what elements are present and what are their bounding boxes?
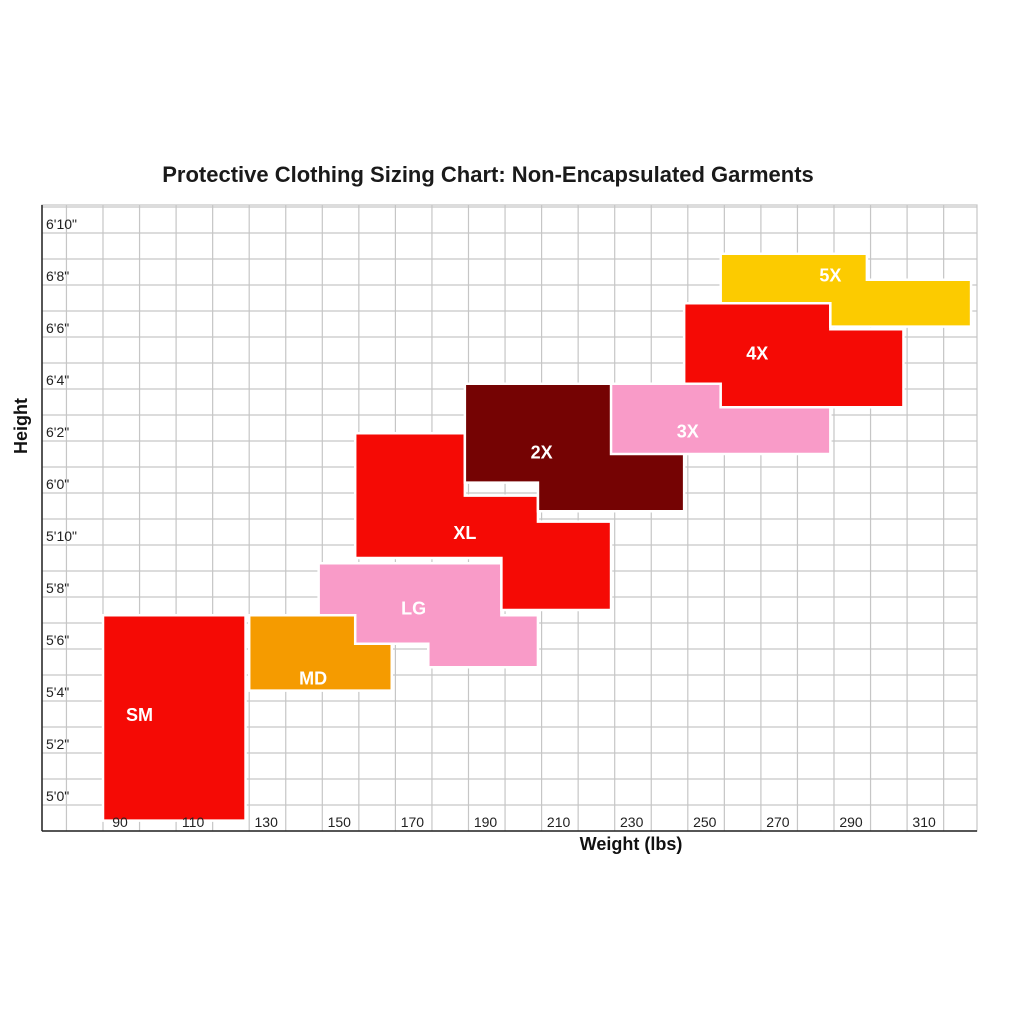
chart-title: Protective Clothing Sizing Chart: Non-En… bbox=[162, 162, 814, 187]
y-tick-label: 6'6" bbox=[46, 320, 69, 336]
y-tick-label: 6'10" bbox=[46, 216, 77, 232]
y-tick-label: 5'10" bbox=[46, 528, 77, 544]
y-tick-label: 5'0" bbox=[46, 788, 69, 804]
x-tick-label: 90 bbox=[112, 814, 128, 830]
x-tick-label: 190 bbox=[474, 814, 498, 830]
size-label-sm: SM bbox=[126, 705, 153, 725]
x-tick-label: 270 bbox=[766, 814, 790, 830]
x-tick-label: 150 bbox=[328, 814, 352, 830]
x-tick-label: 230 bbox=[620, 814, 644, 830]
axes bbox=[41, 204, 978, 832]
x-tick-label: 250 bbox=[693, 814, 717, 830]
size-label-5x: 5X bbox=[819, 266, 841, 286]
y-tick-label: 5'2" bbox=[46, 736, 69, 752]
size-region-sm bbox=[101, 613, 247, 822]
y-tick-label: 6'4" bbox=[46, 372, 69, 388]
x-tick-label: 130 bbox=[255, 814, 279, 830]
size-label-3x: 3X bbox=[677, 422, 699, 442]
x-tick-label: 210 bbox=[547, 814, 571, 830]
x-tick-label: 170 bbox=[401, 814, 425, 830]
y-tick-label: 6'0" bbox=[46, 476, 69, 492]
x-tick-label: 290 bbox=[839, 814, 863, 830]
x-tick-label: 310 bbox=[912, 814, 936, 830]
size-regions bbox=[101, 252, 973, 822]
x-tick-label: 110 bbox=[182, 814, 205, 830]
size-label-xl: XL bbox=[453, 523, 476, 543]
y-tick-label: 5'6" bbox=[46, 632, 69, 648]
x-tick-labels: 90 110 130 150 170 190 210 230 250 270 290 310 bbox=[112, 814, 936, 830]
y-tick-label: 5'4" bbox=[46, 684, 69, 700]
size-label-4x: 4X bbox=[746, 344, 768, 364]
size-region-labels: SM MD LG XL 2X 3X 4X 5X bbox=[126, 266, 841, 725]
y-tick-labels: 5'0" 5'2" 5'4" 5'6" 5'8" 5'10" 6'0" 6'2" 6'4" 6'6… bbox=[46, 216, 77, 804]
y-tick-label: 6'2" bbox=[46, 424, 69, 440]
x-axis-label: Weight (lbs) bbox=[580, 834, 683, 854]
size-region-5x bbox=[719, 252, 973, 328]
size-label-lg: LG bbox=[401, 598, 426, 618]
y-axis-label: Height bbox=[11, 398, 31, 454]
size-label-2x: 2X bbox=[531, 442, 553, 462]
y-tick-label: 5'8" bbox=[46, 580, 69, 596]
y-tick-label: 6'8" bbox=[46, 268, 69, 284]
size-label-md: MD bbox=[299, 669, 327, 689]
